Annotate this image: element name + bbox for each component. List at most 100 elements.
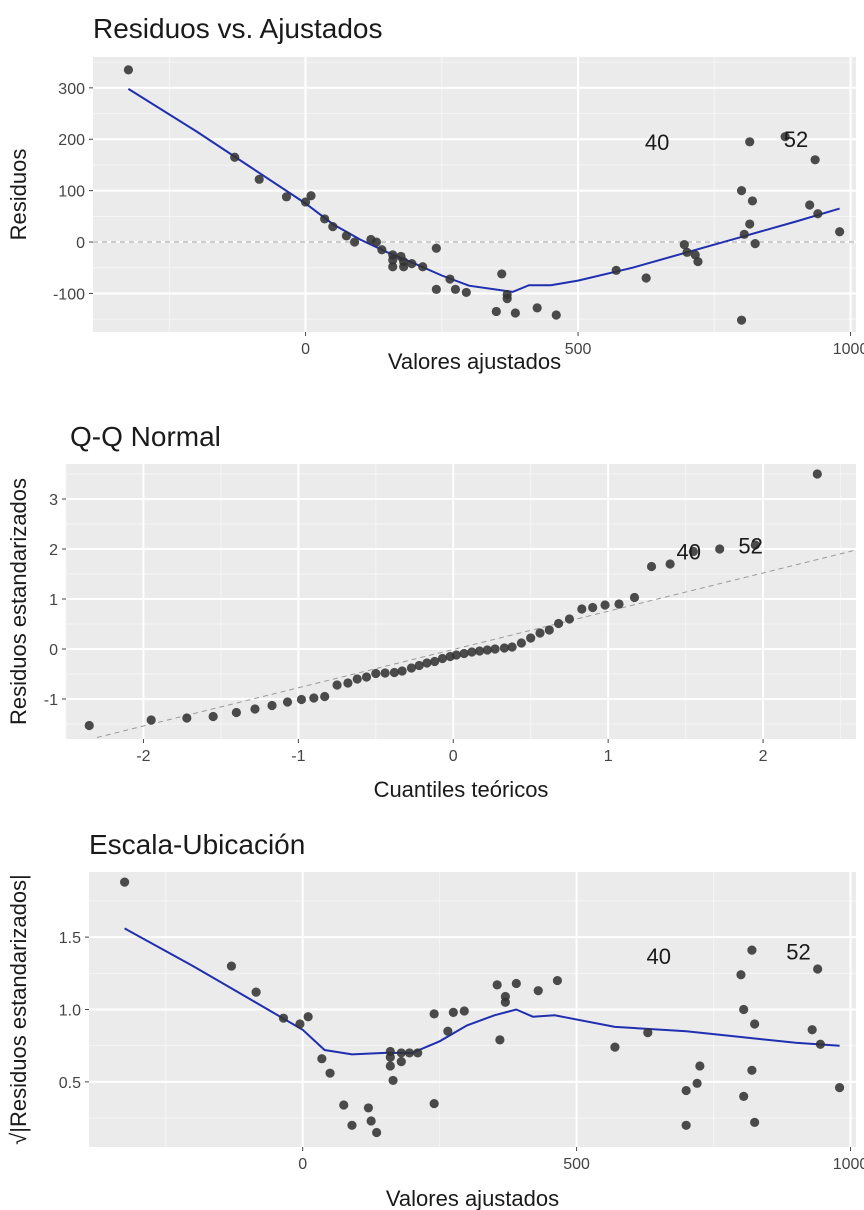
y-tick-label: 100 bbox=[58, 184, 85, 201]
data-point bbox=[535, 628, 545, 638]
data-point bbox=[431, 243, 441, 253]
point-label: 52 bbox=[738, 534, 762, 559]
data-point bbox=[532, 303, 542, 313]
data-point bbox=[407, 259, 417, 269]
data-point bbox=[835, 227, 845, 237]
data-point bbox=[715, 544, 725, 554]
data-point bbox=[495, 1035, 505, 1045]
x-tick-label: 1000 bbox=[833, 341, 864, 358]
data-point bbox=[231, 707, 241, 718]
data-point bbox=[812, 469, 822, 479]
chart-panel-1: Residuos vs. Ajustados 0 500 1000 -100 0 100 20… bbox=[6, 13, 864, 374]
data-point bbox=[807, 1025, 817, 1035]
data-point bbox=[813, 964, 823, 974]
data-point bbox=[380, 668, 390, 678]
data-point bbox=[750, 1019, 760, 1029]
data-point bbox=[551, 310, 561, 320]
data-point bbox=[448, 1007, 458, 1017]
point-label: 40 bbox=[645, 130, 669, 155]
data-point bbox=[745, 219, 755, 229]
plot-content bbox=[84, 469, 856, 738]
data-point bbox=[461, 287, 471, 298]
data-point bbox=[413, 1048, 423, 1058]
data-point bbox=[510, 308, 520, 318]
x-tick-label: 2 bbox=[759, 748, 768, 765]
data-point bbox=[533, 986, 543, 996]
data-point bbox=[500, 991, 510, 1002]
x-axis-title: Cuantiles teóricos bbox=[374, 777, 549, 802]
data-point bbox=[474, 646, 485, 656]
x-tick-label: 500 bbox=[565, 341, 592, 358]
data-point bbox=[363, 1103, 374, 1113]
data-point bbox=[805, 200, 815, 210]
y-tick-label: 200 bbox=[58, 132, 85, 149]
y-tick-label: -100 bbox=[53, 286, 85, 303]
data-point bbox=[745, 137, 755, 147]
data-point bbox=[834, 1083, 845, 1093]
y-tick-label: 300 bbox=[58, 81, 85, 98]
data-point bbox=[553, 618, 564, 629]
data-point bbox=[482, 645, 492, 655]
chart-title: Residuos vs. Ajustados bbox=[93, 13, 383, 44]
data-point bbox=[251, 987, 261, 997]
data-point bbox=[511, 978, 521, 989]
data-point bbox=[372, 1127, 382, 1138]
data-point bbox=[682, 247, 692, 257]
data-point bbox=[614, 599, 624, 609]
data-point bbox=[750, 1117, 760, 1127]
data-point bbox=[267, 700, 277, 711]
data-point bbox=[303, 1012, 313, 1022]
smooth-line bbox=[124, 927, 840, 1056]
data-point bbox=[385, 1061, 395, 1071]
data-point bbox=[404, 1048, 415, 1058]
y-axis-title: Residuos estandarizados bbox=[6, 478, 31, 725]
data-point bbox=[431, 284, 441, 294]
data-point bbox=[736, 186, 747, 196]
data-point bbox=[230, 152, 240, 162]
data-point bbox=[695, 1061, 705, 1071]
data-point bbox=[526, 633, 536, 643]
chart-title: Q-Q Normal bbox=[70, 421, 221, 452]
data-point bbox=[739, 1004, 749, 1015]
data-point bbox=[350, 237, 360, 247]
data-point bbox=[610, 1042, 620, 1052]
data-point bbox=[499, 643, 509, 653]
data-point bbox=[492, 980, 502, 990]
y-tick-label: 1.5 bbox=[59, 930, 81, 947]
point-label: 40 bbox=[676, 540, 700, 565]
data-point bbox=[371, 668, 381, 679]
data-point bbox=[366, 1116, 376, 1126]
data-point bbox=[600, 600, 610, 610]
data-point bbox=[396, 1057, 406, 1067]
data-point bbox=[328, 222, 338, 232]
data-point bbox=[429, 1009, 439, 1019]
x-tick-label: 0 bbox=[449, 748, 458, 765]
data-point bbox=[459, 648, 469, 659]
data-point bbox=[810, 155, 820, 165]
data-point bbox=[747, 1065, 757, 1075]
data-point bbox=[182, 713, 192, 723]
chart-panel-2: Q-Q Normal -2 -1 0 1 2 -1 0 1 2 3 40 52 Cuantiles teó… bbox=[6, 421, 856, 802]
data-point bbox=[693, 256, 703, 267]
y-tick-label: 0.5 bbox=[59, 1075, 81, 1092]
data-point bbox=[692, 1078, 702, 1088]
point-label: 52 bbox=[786, 940, 810, 965]
y-tick-label: 2 bbox=[49, 542, 58, 559]
x-tick-label: 1000 bbox=[833, 1156, 864, 1173]
data-point bbox=[399, 262, 409, 272]
point-label: 40 bbox=[647, 944, 671, 969]
data-point bbox=[646, 561, 657, 572]
data-point bbox=[339, 1100, 349, 1110]
data-point bbox=[320, 691, 330, 702]
data-point bbox=[146, 715, 156, 725]
data-point bbox=[516, 638, 527, 648]
y-tick-label: 1 bbox=[49, 592, 58, 609]
data-point bbox=[739, 229, 749, 239]
data-point bbox=[396, 1048, 406, 1058]
data-point bbox=[250, 704, 260, 714]
reference-line bbox=[96, 549, 856, 738]
data-point bbox=[388, 1075, 398, 1086]
data-point bbox=[320, 214, 330, 224]
data-point bbox=[295, 1019, 305, 1029]
data-point bbox=[577, 604, 587, 614]
